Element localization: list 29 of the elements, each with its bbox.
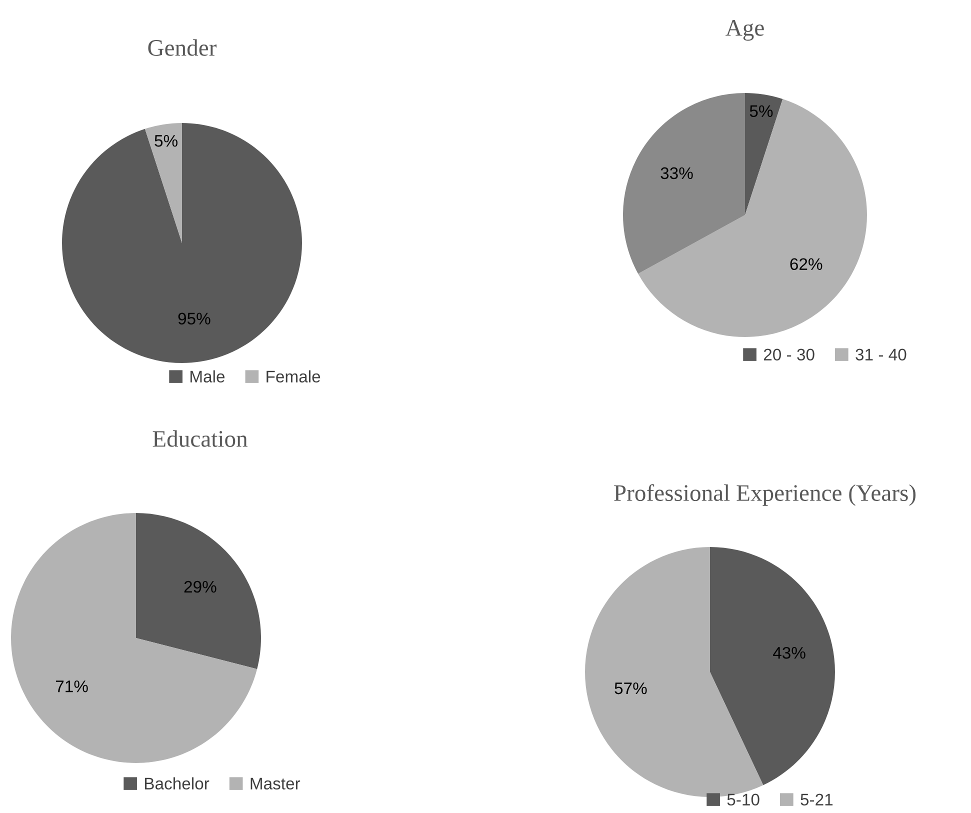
data-label: 29%	[184, 580, 216, 593]
data-label: 5%	[750, 105, 773, 118]
legend-label: 5-10	[727, 794, 760, 806]
legend-label: 20 - 30	[764, 348, 814, 361]
data-label: 62%	[790, 258, 822, 270]
legend-label: Male	[190, 370, 225, 383]
pie-slice	[623, 93, 745, 274]
data-label: 5%	[154, 135, 178, 147]
pie-slice	[62, 123, 302, 363]
legend-label: Female	[266, 370, 320, 383]
pie-slice	[710, 547, 835, 786]
chart-title: Age	[726, 20, 764, 41]
legend-label: 31 - 40	[856, 348, 906, 361]
legend-label: Master	[250, 778, 300, 790]
pie-slice	[638, 98, 867, 337]
legend-label: Bachelor	[145, 777, 210, 790]
data-label: 43%	[773, 646, 806, 659]
data-label: 57%	[614, 682, 647, 694]
data-label: 71%	[56, 680, 88, 692]
data-label: 95%	[178, 312, 210, 325]
data-label: 33%	[660, 167, 693, 180]
pie-slice	[745, 93, 783, 215]
pie-slice	[136, 513, 261, 670]
chart-title: Gender	[148, 39, 217, 56]
chart-title: Professional Experience (Years)	[614, 484, 916, 506]
chart-title: Education	[152, 430, 248, 447]
pie-slice	[11, 513, 258, 763]
pie-slice	[144, 123, 182, 243]
legend-label: 5-21	[800, 794, 833, 806]
